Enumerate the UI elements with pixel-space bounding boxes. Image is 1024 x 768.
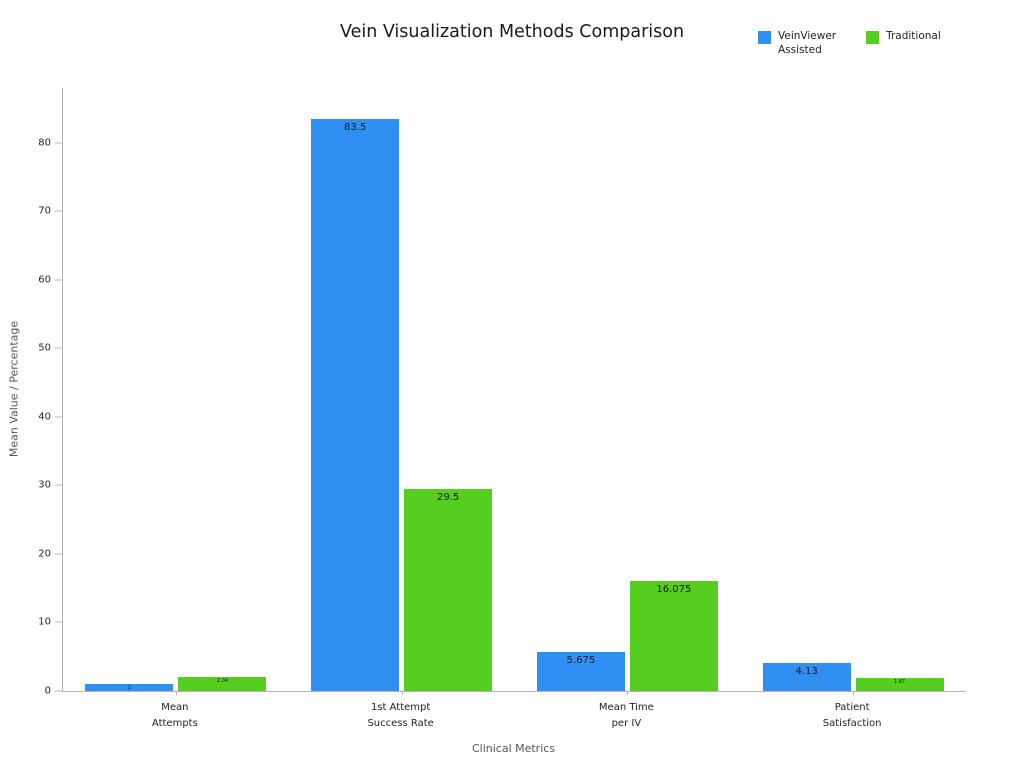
legend-label: Traditional <box>886 30 941 42</box>
legend: VeinViewer Assisted Traditional <box>758 30 941 57</box>
y-tick-mark <box>55 279 62 281</box>
y-tick-mark <box>55 621 62 623</box>
y-tick-mark <box>55 484 62 486</box>
y-tick-mark <box>55 347 62 349</box>
legend-item-veinviewer[interactable]: VeinViewer Assisted <box>758 30 836 57</box>
bar-veinviewer-assisted[interactable]: 4.13 <box>762 662 851 691</box>
bar-traditional[interactable]: 2.04 <box>178 677 267 691</box>
bar-veinviewer-assisted[interactable]: 5.675 <box>536 652 625 691</box>
bar-group: 1 2.04 <box>63 88 289 691</box>
bar-group: 4.13 1.87 <box>740 88 966 691</box>
legend-item-traditional[interactable]: Traditional <box>866 30 941 44</box>
bar-value-label: 5.675 <box>566 655 596 667</box>
bar-groups: 1 2.04 83.5 29.5 5.675 16.075 4.13 1.87 <box>63 88 966 691</box>
y-tick-label: 50 <box>38 342 51 354</box>
x-tick-mark <box>627 691 629 695</box>
y-tick-label: 60 <box>38 274 51 286</box>
plot-area: 0 10 20 30 40 50 60 70 80 1 2.04 83.5 29.5 5.675 16.0… <box>38 88 966 697</box>
y-tick-label: 80 <box>38 137 51 149</box>
x-tick-mark <box>401 691 403 695</box>
y-tick-mark <box>55 553 62 555</box>
x-category-label: Patient Satisfaction <box>822 702 882 729</box>
x-labels: Mean Attempts 1st Attempt Success Rate Mea… <box>62 700 965 731</box>
x-category-label: 1st Attempt Success Rate <box>367 702 434 729</box>
x-tick-mark <box>853 691 855 695</box>
x-category-label: Mean Attempts <box>151 702 198 729</box>
bar-group: 83.5 29.5 <box>289 88 515 691</box>
x-category-label: Mean Time per IV <box>598 702 654 729</box>
bar-value-label: 16.075 <box>656 583 692 595</box>
y-tick-mark <box>55 142 62 144</box>
y-tick-label: 0 <box>44 685 51 697</box>
bar-value-label: 1 <box>127 685 131 692</box>
bar-veinviewer-assisted[interactable]: 83.5 <box>311 118 400 691</box>
y-tick-mark <box>55 210 62 212</box>
y-tick-label: 70 <box>38 205 51 217</box>
y-tick-mark <box>55 416 62 418</box>
chart-title: Vein Visualization Methods Comparison <box>339 22 685 42</box>
y-tick-label: 30 <box>38 479 51 491</box>
bar-traditional[interactable]: 29.5 <box>404 488 493 691</box>
y-tick-label: 10 <box>38 616 51 628</box>
bar-value-label: 83.5 <box>343 121 367 133</box>
bar-value-label: 4.13 <box>795 665 818 677</box>
bar-traditional[interactable]: 1.87 <box>855 678 944 691</box>
y-axis-title: Mean Value / Percentage <box>7 320 21 458</box>
legend-swatch <box>866 31 880 44</box>
bar-value-label: 2.04 <box>216 678 228 685</box>
bar-value-label: 1.87 <box>894 679 906 686</box>
bar-traditional[interactable]: 16.075 <box>629 580 718 691</box>
x-axis-title: Clinical Metrics <box>471 742 556 755</box>
y-tick-mark <box>55 690 62 692</box>
bar-value-label: 29.5 <box>436 491 460 503</box>
bar-group: 5.675 16.075 <box>515 88 741 691</box>
y-tick-label: 40 <box>38 411 51 423</box>
bar-veinviewer-assisted[interactable]: 1 <box>85 684 174 692</box>
y-tick-label: 20 <box>38 548 51 560</box>
legend-swatch <box>758 31 771 44</box>
x-tick-mark <box>175 691 177 695</box>
legend-label: VeinViewer Assisted <box>778 30 837 56</box>
